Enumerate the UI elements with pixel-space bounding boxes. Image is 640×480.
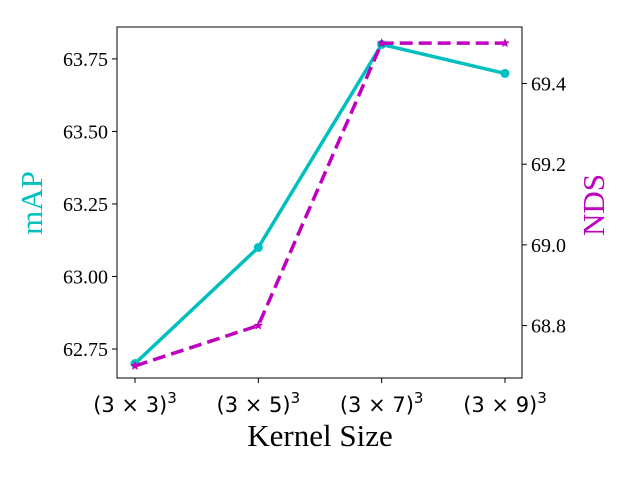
data-point-nds — [500, 38, 510, 48]
right-y-axis-ticks: 68.8 69.0 69.2 69.4 — [522, 73, 566, 338]
left-y-tick-label: 63.00 — [63, 266, 108, 288]
data-point-nds — [130, 360, 140, 370]
left-y-tick-label: 62.75 — [63, 339, 108, 361]
left-y-tick-label: 63.25 — [63, 194, 108, 216]
right-y-tick-label: 68.8 — [531, 316, 566, 338]
x-tick-label: (3 × 9)3 — [463, 389, 547, 417]
data-point-map — [253, 242, 263, 252]
left-y-axis-title: mAP — [14, 171, 49, 235]
x-tick-label: (3 × 7)3 — [340, 389, 424, 417]
series-line-nds — [134, 41, 505, 368]
right-y-tick-label: 69.0 — [531, 235, 566, 257]
x-tick-label: (3 × 3)3 — [93, 389, 177, 417]
x-tick-label: (3 × 5)3 — [217, 389, 301, 417]
data-point-map — [500, 68, 510, 78]
x-axis-title: Kernel Size — [247, 418, 392, 453]
left-y-tick-label: 63.75 — [63, 49, 108, 71]
plot-frame — [116, 26, 523, 379]
right-y-axis-title: NDS — [576, 174, 611, 236]
series-line-map — [133, 42, 506, 365]
data-point-nds — [376, 38, 387, 48]
left-y-axis-ticks: 62.75 63.00 63.25 63.50 63.75 — [63, 49, 117, 361]
data-point-nds — [253, 320, 264, 330]
x-axis-ticks: (3 × 3)3 (3 × 5)3 (3 × 7)3 (3 × 9)3 — [93, 378, 547, 417]
right-y-tick-label: 69.4 — [531, 73, 566, 95]
series-layer — [130, 38, 510, 370]
right-y-tick-label: 69.2 — [531, 154, 566, 176]
left-y-tick-label: 63.50 — [63, 121, 108, 143]
